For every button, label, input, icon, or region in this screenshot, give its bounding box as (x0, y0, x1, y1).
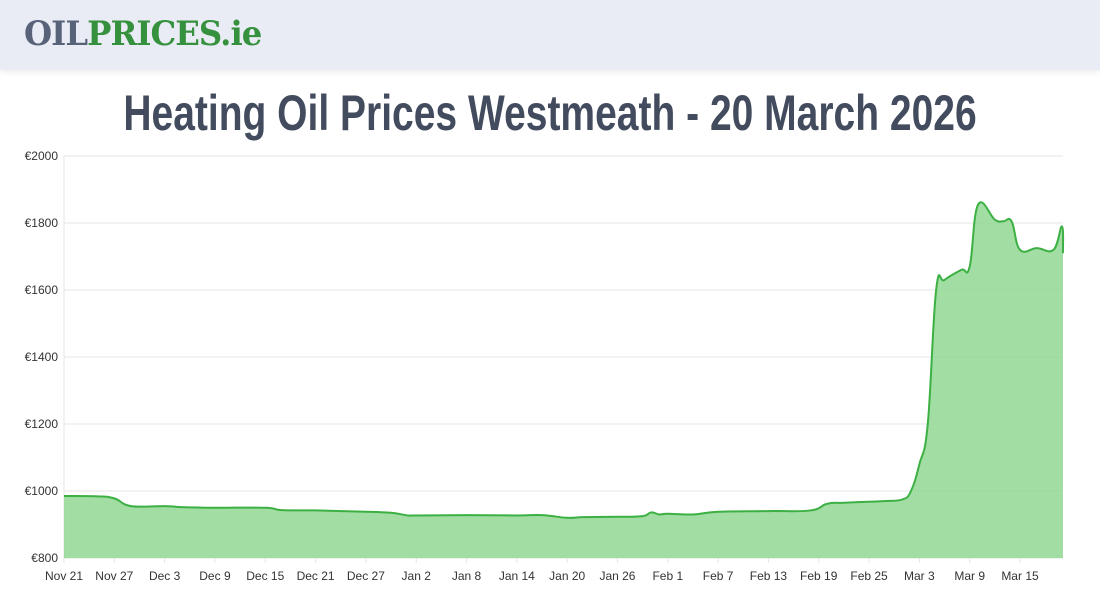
x-tick-label: Mar 9 (954, 569, 985, 583)
x-tick-label: Feb 25 (850, 569, 888, 583)
site-logo[interactable]: OILPRICES.ie (24, 14, 262, 54)
x-tick-label: Dec 9 (199, 569, 231, 583)
x-tick-label: Dec 27 (347, 569, 385, 583)
x-tick-label: Dec 15 (246, 569, 284, 583)
x-tick-label: Mar 15 (1001, 569, 1039, 583)
y-tick-label: €1600 (25, 283, 59, 297)
y-tick-label: €1800 (25, 216, 59, 230)
x-tick-label: Jan 20 (549, 569, 585, 583)
x-tick-label: Nov 21 (45, 569, 83, 583)
y-tick-label: €1200 (25, 417, 59, 431)
price-line (63, 201, 1065, 519)
price-area (64, 202, 1064, 558)
x-tick-label: Feb 1 (652, 569, 683, 583)
x-tick-label: Dec 21 (297, 569, 335, 583)
x-tick-label: Jan 26 (599, 569, 635, 583)
x-tick-label: Nov 27 (95, 569, 133, 583)
y-tick-label: €800 (31, 551, 58, 565)
x-tick-label: Jan 2 (402, 569, 432, 583)
x-tick-label: Dec 3 (149, 569, 181, 583)
x-tick-label: Jan 8 (452, 569, 482, 583)
y-tick-label: €1400 (25, 350, 59, 364)
y-tick-label: €1000 (25, 484, 59, 498)
site-header: OILPRICES.ie (0, 0, 1100, 70)
x-tick-label: Feb 19 (800, 569, 838, 583)
x-tick-label: Feb 13 (750, 569, 788, 583)
x-tick-label: Mar 3 (904, 569, 935, 583)
y-tick-label: €2000 (25, 149, 59, 163)
x-tick-label: Feb 7 (703, 569, 734, 583)
page-title: Heating Oil Prices Westmeath - 20 March … (123, 85, 977, 141)
x-tick-label: Jan 14 (499, 569, 535, 583)
